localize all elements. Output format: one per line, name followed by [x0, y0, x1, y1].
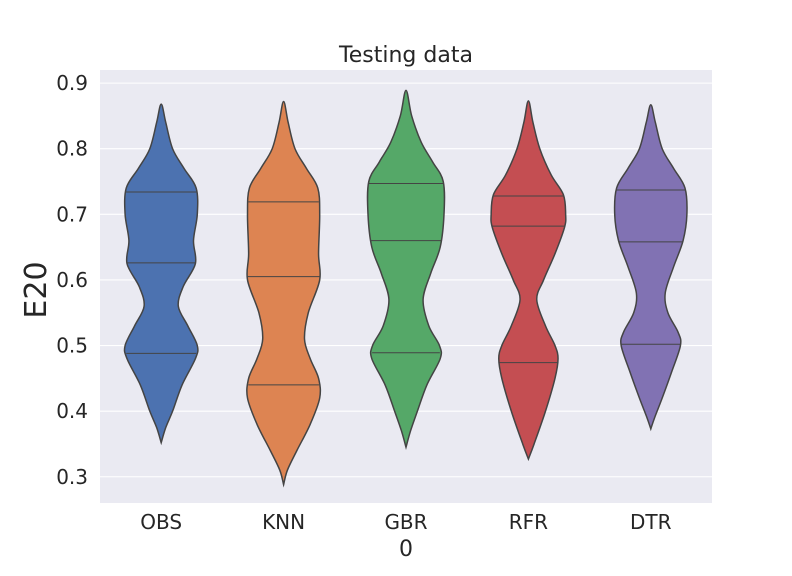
x-tick-label: OBS [140, 510, 182, 534]
x-tick-label: RFR [509, 510, 548, 534]
y-tick-labels: 0.3 0.4 0.5 0.6 0.7 0.8 0.9 [56, 71, 88, 489]
x-tick-label: GBR [384, 510, 427, 534]
chart-title: Testing data [338, 43, 473, 68]
violin-dtr [613, 104, 688, 432]
violin-rfr [490, 100, 567, 462]
x-axis-label: 0 [399, 537, 413, 562]
violin-knn [246, 100, 322, 488]
violin-body [613, 104, 688, 432]
y-tick-label: 0.4 [56, 399, 88, 423]
violin-body [123, 103, 199, 446]
y-tick-label: 0.6 [56, 268, 88, 292]
violin-body [366, 89, 446, 451]
y-tick-label: 0.7 [56, 202, 88, 226]
y-tick-label: 0.3 [56, 465, 88, 489]
y-tick-label: 0.5 [56, 334, 88, 358]
y-tick-label: 0.8 [56, 137, 88, 161]
violin-body [490, 100, 567, 462]
x-tick-label: KNN [262, 510, 305, 534]
violin-body [246, 100, 322, 488]
x-tick-label: DTR [630, 510, 672, 534]
x-tick-labels: OBS KNN GBR RFR DTR [140, 510, 671, 534]
y-tick-label: 0.9 [56, 71, 88, 95]
y-axis-label: E20 [19, 261, 54, 318]
violin-obs [123, 103, 199, 446]
violins-group [123, 89, 688, 488]
violin-gbr [366, 89, 446, 451]
